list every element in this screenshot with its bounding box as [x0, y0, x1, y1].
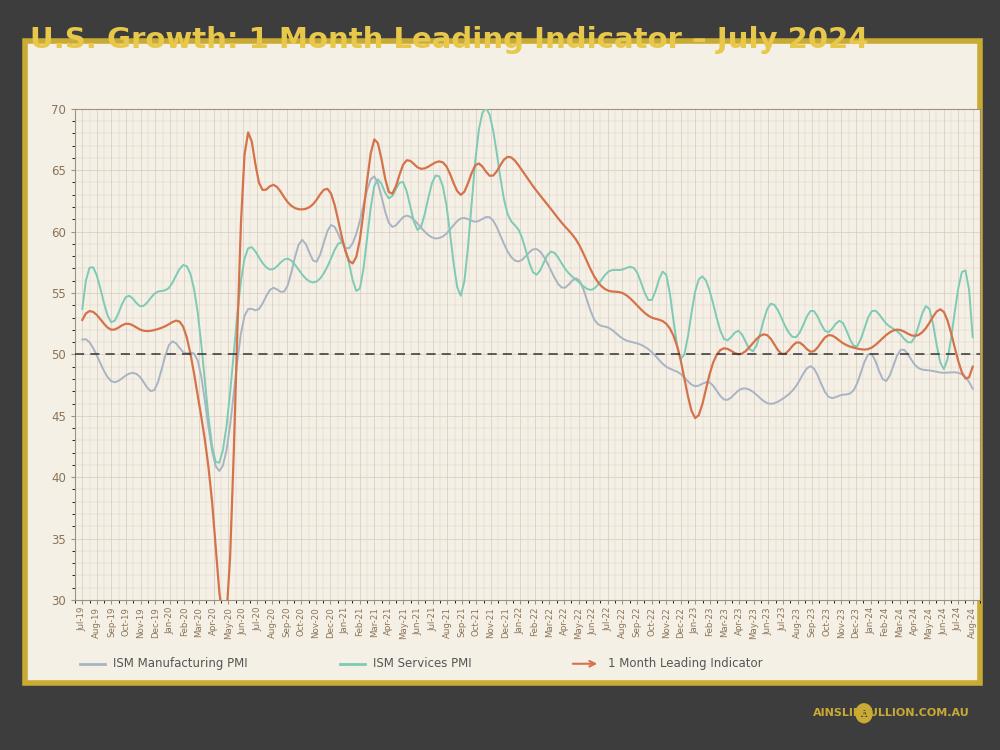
Text: ISM Services PMI: ISM Services PMI	[373, 657, 472, 670]
Circle shape	[856, 704, 872, 723]
Text: A: A	[861, 710, 867, 718]
Text: ISM Manufacturing PMI: ISM Manufacturing PMI	[113, 657, 248, 670]
Text: U.S. Growth: 1 Month Leading Indicator – July 2024: U.S. Growth: 1 Month Leading Indicator –…	[30, 26, 868, 54]
Text: 1 Month Leading Indicator: 1 Month Leading Indicator	[608, 657, 763, 670]
Text: AINSLIEBULLION.COM.AU: AINSLIEBULLION.COM.AU	[813, 707, 970, 718]
